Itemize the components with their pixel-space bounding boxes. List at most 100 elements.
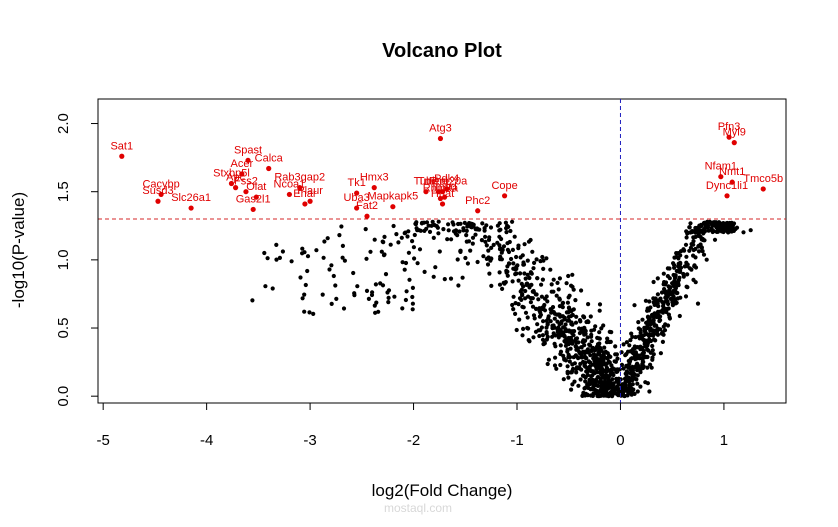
data-point (590, 369, 595, 374)
watermark: mostaql.com (384, 501, 452, 515)
data-point (491, 242, 496, 247)
data-point (426, 223, 431, 228)
data-point (455, 257, 460, 262)
data-point (677, 313, 682, 319)
data-point (300, 251, 305, 256)
data-point (637, 353, 642, 358)
data-point (504, 270, 509, 275)
data-point (683, 242, 689, 247)
data-point (562, 334, 567, 339)
data-point (566, 305, 572, 310)
significant-point (390, 204, 396, 210)
data-point (548, 307, 553, 312)
data-point (600, 393, 605, 398)
data-point (559, 319, 564, 324)
data-point (663, 290, 668, 295)
data-point (648, 332, 653, 338)
data-point (320, 292, 325, 297)
data-point (446, 222, 451, 227)
data-point (653, 299, 658, 304)
data-point (607, 329, 612, 334)
significant-point (718, 174, 724, 180)
data-point (652, 302, 657, 307)
significant-point (444, 186, 450, 192)
gene-label: Pfn3 (718, 121, 741, 133)
data-point (641, 355, 647, 360)
data-point (552, 316, 557, 321)
data-point (649, 365, 654, 370)
data-point (601, 361, 606, 366)
data-point (274, 242, 279, 247)
data-point (405, 234, 410, 239)
significant-point (286, 191, 292, 198)
data-point (695, 301, 701, 306)
data-point (270, 286, 275, 291)
data-point (565, 369, 570, 374)
data-point (530, 249, 535, 254)
gene-label: Fat2 (356, 200, 378, 212)
data-point (400, 306, 405, 311)
data-point (550, 326, 555, 331)
data-point (322, 239, 327, 244)
data-point (516, 243, 521, 248)
data-point (663, 299, 669, 304)
data-point (643, 380, 648, 385)
data-point (399, 235, 404, 240)
data-point (676, 269, 681, 274)
data-point (410, 239, 415, 244)
gene-label: Hmx3 (360, 172, 389, 184)
data-point (626, 358, 631, 364)
significant-point (307, 198, 313, 204)
data-point (410, 307, 415, 312)
significant-point (439, 189, 446, 195)
data-point (558, 362, 563, 368)
data-point (705, 223, 711, 228)
data-point (484, 223, 489, 228)
data-point (638, 367, 643, 372)
data-point (692, 228, 697, 233)
data-point (581, 314, 586, 319)
significant-point (435, 189, 441, 195)
data-point (385, 290, 390, 295)
data-point (465, 223, 470, 228)
data-point (337, 233, 342, 238)
data-point (433, 265, 438, 270)
data-point (556, 312, 561, 317)
data-point (554, 366, 559, 371)
data-point (599, 356, 604, 361)
data-point (693, 255, 698, 260)
gene-label: Spast (234, 144, 262, 156)
data-point (692, 263, 697, 268)
data-point (546, 357, 552, 362)
data-point (508, 228, 513, 234)
data-point (672, 265, 677, 270)
data-point (340, 243, 345, 248)
data-point (673, 297, 678, 302)
data-point (415, 261, 420, 266)
data-point (277, 255, 282, 260)
data-point (748, 228, 753, 233)
data-point (446, 228, 451, 233)
data-point (521, 262, 527, 267)
data-point (715, 229, 721, 234)
data-point (610, 366, 616, 371)
data-point (671, 261, 676, 266)
data-point (582, 386, 587, 391)
data-point (658, 318, 663, 323)
gene-label: Fss2 (234, 176, 258, 188)
data-point (470, 221, 475, 227)
data-point (351, 270, 356, 276)
data-point (541, 258, 546, 263)
data-point (486, 255, 491, 260)
data-point (581, 373, 586, 378)
data-point (548, 319, 553, 324)
data-point (589, 339, 594, 344)
data-point (572, 361, 578, 366)
data-point (551, 310, 556, 315)
data-point (674, 300, 679, 305)
data-point (410, 301, 415, 306)
data-point (641, 364, 646, 369)
data-point (593, 324, 598, 329)
data-point (648, 322, 653, 327)
